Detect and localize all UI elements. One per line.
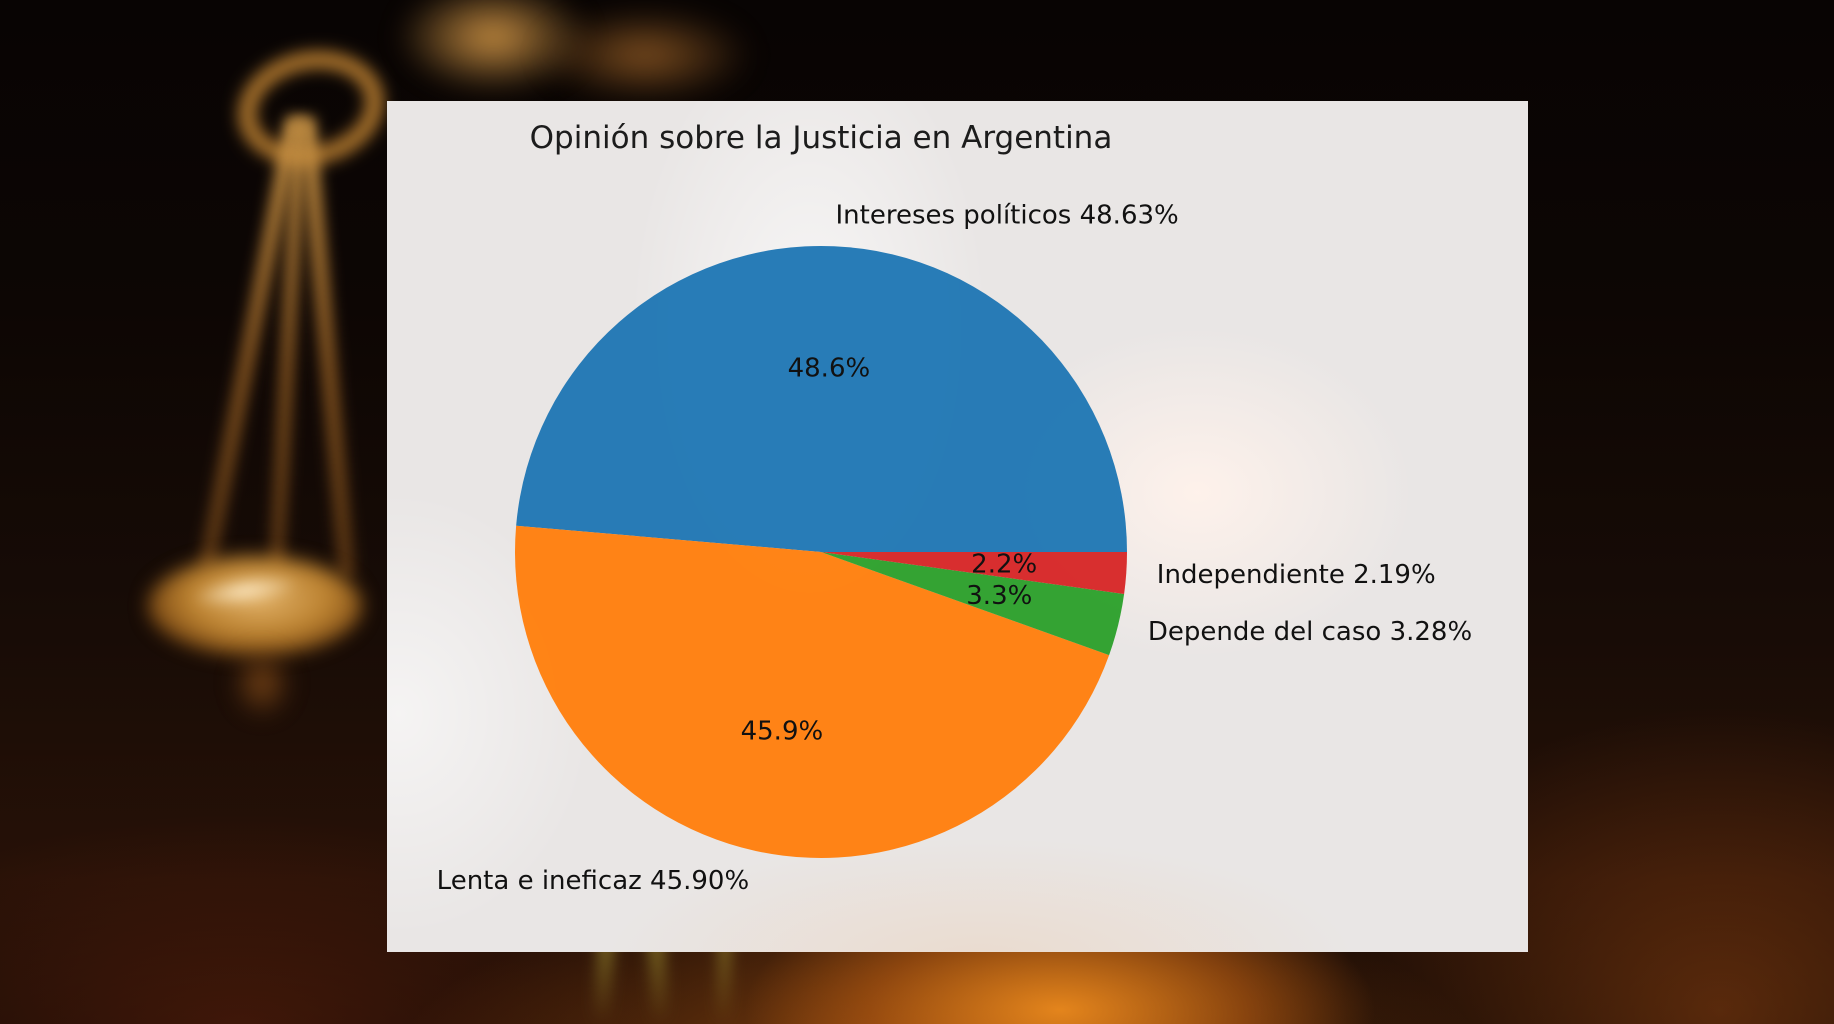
- scale-pan-shape: [148, 556, 362, 656]
- pie-slice-0: [516, 245, 1127, 552]
- pie-category-label-2: Depende del caso 3.28%: [1148, 617, 1472, 647]
- pie-category-label-0: Intereses políticos 48.63%: [836, 201, 1179, 231]
- pie-pct-label-3: 2.2%: [971, 550, 1037, 580]
- pie-pct-label-0: 48.6%: [788, 354, 871, 384]
- pie-category-label-1: Lenta e ineficaz 45.90%: [437, 866, 750, 896]
- scale-stem-shape: [232, 648, 292, 718]
- pie-slice-2: [821, 552, 1125, 656]
- pie-slice-1: [514, 525, 1110, 858]
- pie-category-label-3: Independiente 2.19%: [1157, 560, 1436, 590]
- chart-title: Opinión sobre la Justicia en Argentina: [529, 120, 1113, 156]
- scale-beam-shape: [540, 10, 750, 100]
- pie-slice-3: [821, 552, 1127, 594]
- pie-pct-label-1: 45.9%: [741, 716, 824, 746]
- pie-chart-figure: Opinión sobre la Justicia en Argentina 4…: [387, 101, 1528, 952]
- scale-chain-shape: [299, 117, 356, 577]
- pie-pct-label-2: 3.3%: [966, 581, 1032, 611]
- pie-chart-svg: 48.6% Intereses políticos 48.63% 45.9% Lent…: [437, 201, 1473, 896]
